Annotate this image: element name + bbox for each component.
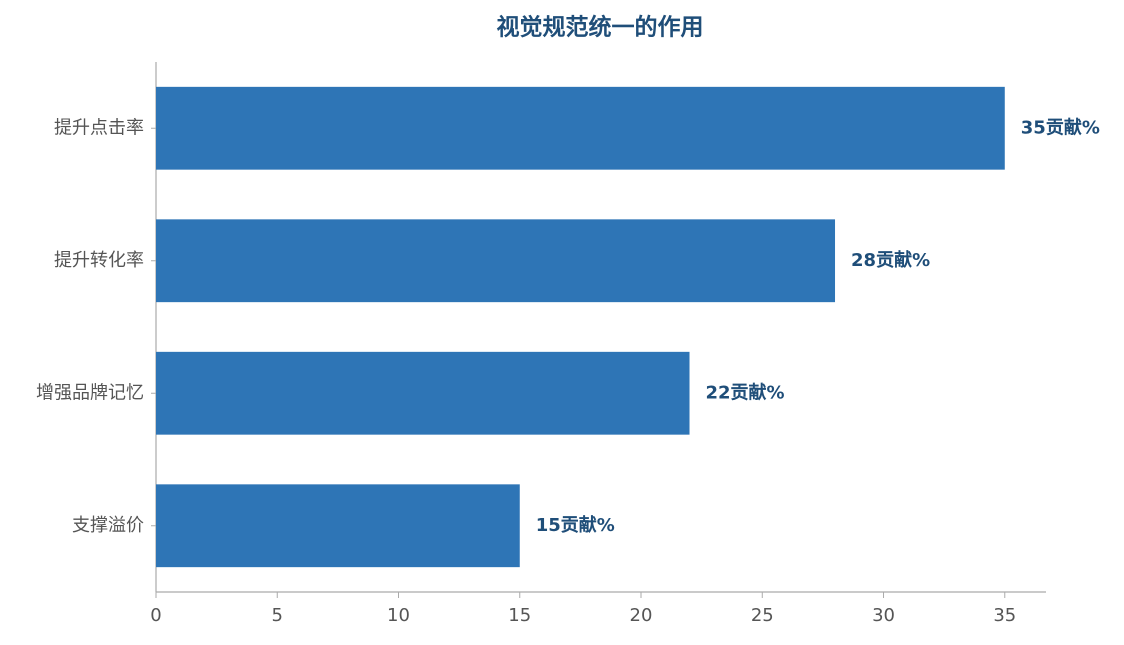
x-tick-label: 5 (272, 605, 283, 626)
chart-title: 视觉规范统一的作用 (497, 14, 704, 41)
bar (156, 86, 1005, 170)
x-tick-label: 35 (993, 605, 1016, 626)
value-label: 22贡献% (706, 381, 785, 403)
x-tick-label: 0 (150, 605, 161, 626)
x-tick-label: 10 (387, 605, 410, 626)
x-tick-label: 20 (630, 605, 653, 626)
value-label: 15贡献% (536, 514, 615, 536)
bar (156, 219, 836, 303)
y-tick-label: 支撑溢价 (72, 515, 144, 536)
value-label: 35贡献% (1021, 116, 1100, 138)
x-tick-label: 15 (508, 605, 531, 626)
y-tick-label: 增强品牌记忆 (36, 382, 144, 403)
bar (156, 484, 520, 568)
value-label: 28贡献% (851, 249, 930, 271)
y-tick-label: 提升点击率 (54, 117, 144, 138)
x-tick-label: 25 (751, 605, 774, 626)
y-tick-label: 提升转化率 (54, 250, 144, 271)
x-tick-label: 30 (872, 605, 895, 626)
bar (156, 351, 690, 435)
